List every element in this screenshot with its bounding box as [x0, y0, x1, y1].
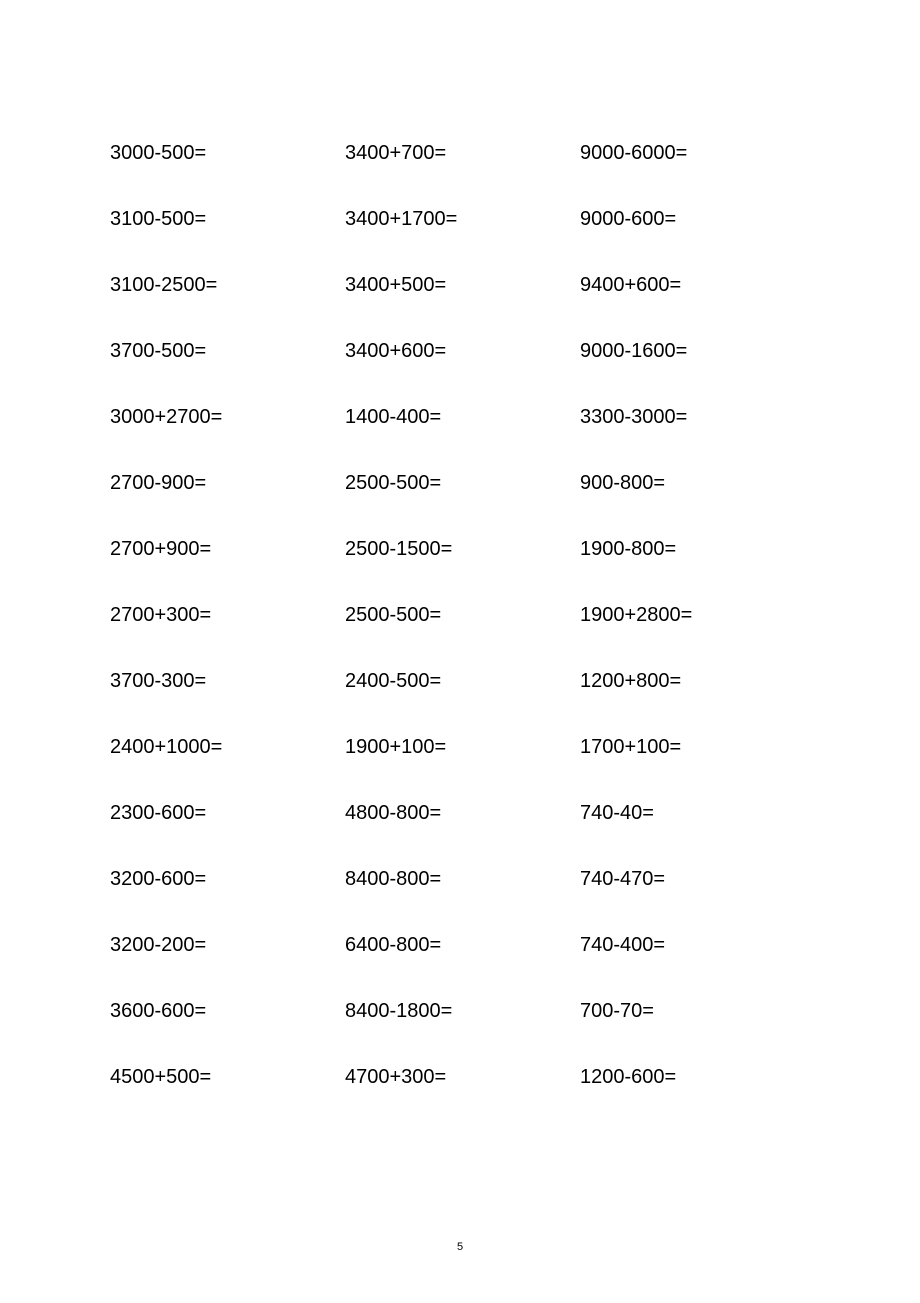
problem-cell: 2400+1000=: [110, 734, 345, 760]
problem-cell: 9000-6000=: [580, 140, 700, 166]
problem-cell: 2700+900=: [110, 536, 345, 562]
math-worksheet: 3000-500= 3400+700= 9000-6000= 3100-500=…: [0, 0, 920, 1090]
page-number: 5: [0, 1241, 920, 1253]
problem-cell: 4700+300=: [345, 1064, 580, 1090]
problem-cell: 6400-800=: [345, 932, 580, 958]
problem-cell: 900-800=: [580, 470, 700, 496]
problem-cell: 8400-1800=: [345, 998, 580, 1024]
problem-cell: 3100-2500=: [110, 272, 345, 298]
problem-cell: 3600-600=: [110, 998, 345, 1024]
problem-cell: 4500+500=: [110, 1064, 345, 1090]
problem-row: 4500+500= 4700+300= 1200-600=: [110, 1064, 810, 1090]
problem-cell: 2700+300=: [110, 602, 345, 628]
problem-row: 3200-600= 8400-800= 740-470=: [110, 866, 810, 892]
problem-cell: 740-400=: [580, 932, 700, 958]
problem-row: 3000-500= 3400+700= 9000-6000=: [110, 140, 810, 166]
problem-cell: 700-70=: [580, 998, 700, 1024]
problem-cell: 3300-3000=: [580, 404, 700, 430]
problem-row: 3700-300= 2400-500= 1200+800=: [110, 668, 810, 694]
problem-cell: 3200-200=: [110, 932, 345, 958]
problem-cell: 3700-300=: [110, 668, 345, 694]
problem-cell: 3100-500=: [110, 206, 345, 232]
problem-cell: 2500-1500=: [345, 536, 580, 562]
problem-cell: 1700+100=: [580, 734, 700, 760]
problem-cell: 2500-500=: [345, 470, 580, 496]
problem-row: 3200-200= 6400-800= 740-400=: [110, 932, 810, 958]
problem-row: 3000+2700= 1400-400= 3300-3000=: [110, 404, 810, 430]
problem-cell: 3700-500=: [110, 338, 345, 364]
problem-row: 3100-500= 3400+1700= 9000-600=: [110, 206, 810, 232]
problem-row: 2700+900= 2500-1500= 1900-800=: [110, 536, 810, 562]
problem-cell: 3200-600=: [110, 866, 345, 892]
problem-cell: 2300-600=: [110, 800, 345, 826]
problem-cell: 3000-500=: [110, 140, 345, 166]
problem-row: 2700-900= 2500-500= 900-800=: [110, 470, 810, 496]
problem-cell: 3000+2700=: [110, 404, 345, 430]
problem-cell: 2700-900=: [110, 470, 345, 496]
problem-cell: 9000-1600=: [580, 338, 700, 364]
problem-row: 2300-600= 4800-800= 740-40=: [110, 800, 810, 826]
problem-row: 3600-600= 8400-1800= 700-70=: [110, 998, 810, 1024]
problem-cell: 4800-800=: [345, 800, 580, 826]
problem-cell: 8400-800=: [345, 866, 580, 892]
problem-row: 3700-500= 3400+600= 9000-1600=: [110, 338, 810, 364]
problem-cell: 1200+800=: [580, 668, 700, 694]
problem-cell: 1900+2800=: [580, 602, 700, 628]
problem-cell: 3400+500=: [345, 272, 580, 298]
problem-cell: 740-470=: [580, 866, 700, 892]
problem-cell: 3400+600=: [345, 338, 580, 364]
problem-cell: 3400+700=: [345, 140, 580, 166]
problem-cell: 1900+100=: [345, 734, 580, 760]
problem-cell: 2400-500=: [345, 668, 580, 694]
problem-cell: 1200-600=: [580, 1064, 700, 1090]
problem-cell: 1900-800=: [580, 536, 700, 562]
problem-cell: 1400-400=: [345, 404, 580, 430]
problem-cell: 740-40=: [580, 800, 700, 826]
problem-cell: 9000-600=: [580, 206, 700, 232]
problem-row: 2400+1000= 1900+100= 1700+100=: [110, 734, 810, 760]
problem-row: 2700+300= 2500-500= 1900+2800=: [110, 602, 810, 628]
problem-cell: 2500-500=: [345, 602, 580, 628]
problem-row: 3100-2500= 3400+500= 9400+600=: [110, 272, 810, 298]
problem-cell: 3400+1700=: [345, 206, 580, 232]
problem-cell: 9400+600=: [580, 272, 700, 298]
